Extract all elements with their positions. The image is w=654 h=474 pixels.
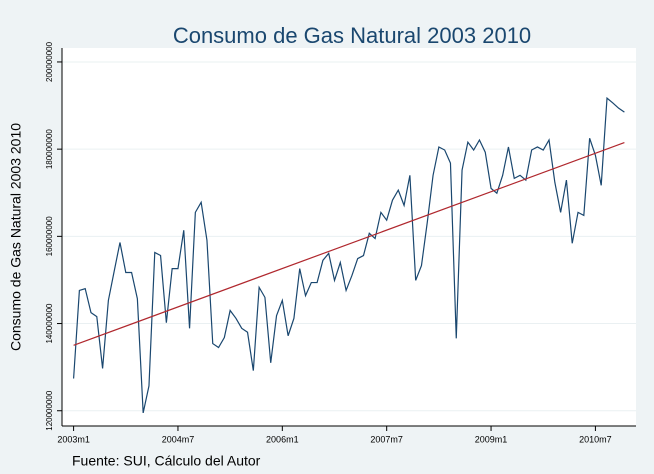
x-tick-label: 2003m1 (57, 434, 90, 444)
y-tick-label: 120000000 (45, 390, 54, 431)
y-tick-label: 160000000 (45, 216, 54, 257)
plot-area (62, 48, 636, 426)
x-tick-label: 2010m7 (579, 434, 612, 444)
x-tick-label: 2004m7 (162, 434, 195, 444)
x-tick-label: 2007m7 (370, 434, 403, 444)
y-tick-label: 140000000 (45, 303, 54, 344)
note: Fuente: SUI, Cálculo del Autor (72, 453, 261, 469)
y-tick-label: 180000000 (45, 129, 54, 170)
chart-title: Consumo de Gas Natural 2003 2010 (173, 23, 531, 48)
x-tick-label: 2006m1 (266, 434, 299, 444)
y-tick-label: 200000000 (45, 41, 54, 82)
trend-line (73, 142, 625, 346)
x-tick-label: 2009m1 (475, 434, 508, 444)
y-axis-title: Consumo de Gas Natural 2003 2010 (8, 123, 24, 351)
